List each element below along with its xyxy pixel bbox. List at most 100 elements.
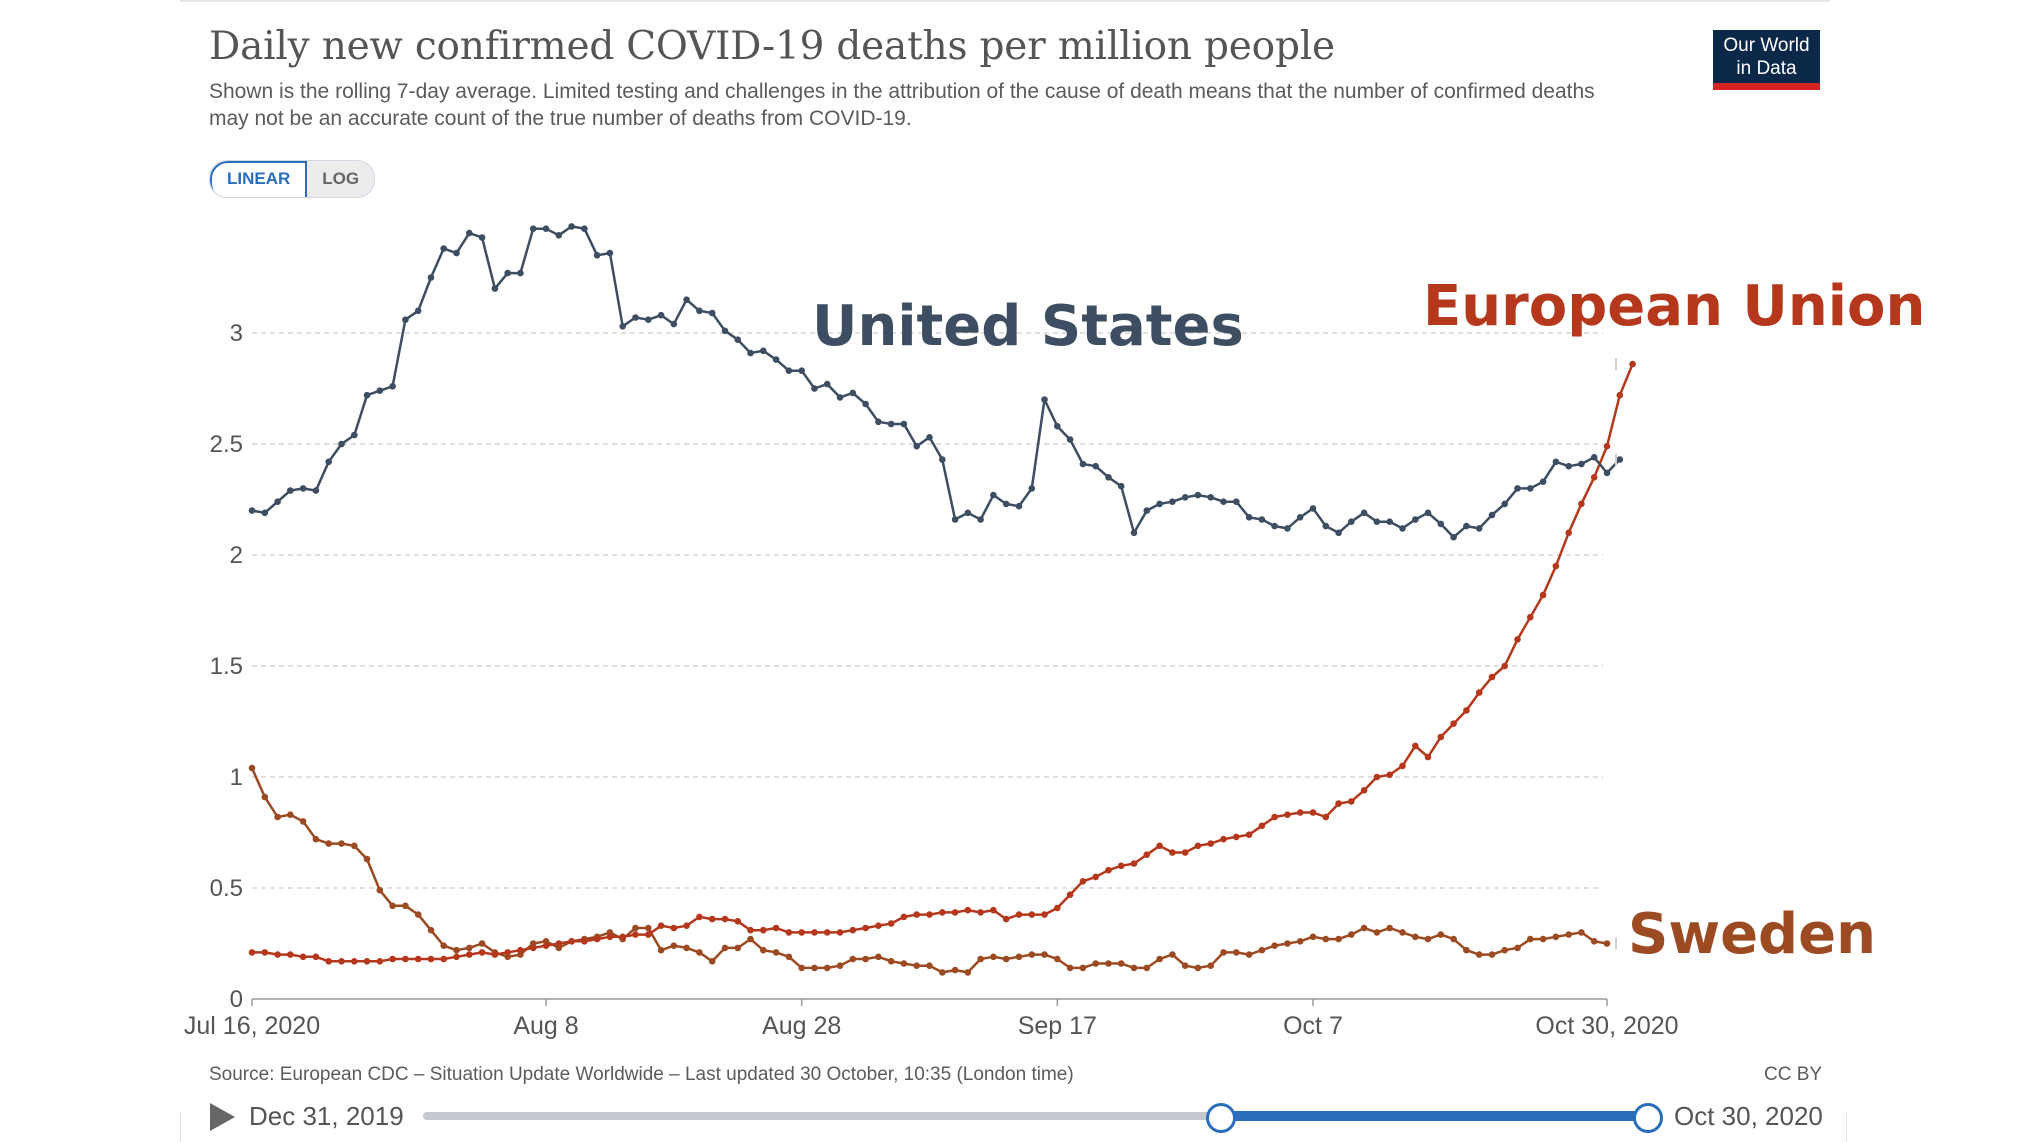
data-point[interactable]	[299, 818, 307, 825]
data-point[interactable]	[900, 913, 908, 921]
data-point[interactable]	[287, 811, 294, 818]
data-point[interactable]	[1514, 485, 1521, 492]
data-point[interactable]	[402, 316, 409, 324]
data-point[interactable]	[453, 946, 460, 954]
data-point[interactable]	[1028, 951, 1036, 958]
data-point[interactable]	[504, 949, 512, 956]
data-point[interactable]	[619, 933, 626, 941]
data-point[interactable]	[1514, 636, 1521, 643]
data-point[interactable]	[1527, 485, 1534, 492]
data-point[interactable]	[951, 966, 959, 974]
data-point[interactable]	[555, 940, 563, 947]
data-point[interactable]	[990, 906, 997, 914]
data-point[interactable]	[619, 323, 626, 330]
data-point[interactable]	[261, 949, 269, 956]
data-point[interactable]	[1284, 940, 1291, 947]
data-point[interactable]	[440, 942, 448, 949]
data-point[interactable]	[1092, 462, 1099, 470]
data-point[interactable]	[1117, 862, 1125, 870]
data-point[interactable]	[772, 356, 780, 363]
data-point[interactable]	[274, 813, 281, 821]
data-point[interactable]	[1501, 946, 1508, 954]
data-point[interactable]	[1079, 964, 1087, 972]
data-point[interactable]	[1552, 933, 1560, 941]
data-point[interactable]	[1258, 516, 1266, 523]
data-point[interactable]	[1488, 673, 1496, 681]
data-point[interactable]	[1514, 944, 1521, 952]
data-point[interactable]	[351, 958, 358, 965]
data-point[interactable]	[1590, 938, 1598, 945]
data-point[interactable]	[581, 225, 588, 232]
data-point[interactable]	[478, 949, 486, 956]
data-point[interactable]	[453, 953, 460, 961]
series-united-states[interactable]	[248, 223, 1624, 541]
data-point[interactable]	[1603, 469, 1611, 477]
data-point[interactable]	[1258, 822, 1266, 830]
data-point[interactable]	[1169, 849, 1176, 856]
data-point[interactable]	[785, 953, 793, 961]
data-point[interactable]	[657, 922, 665, 929]
data-point[interactable]	[811, 385, 818, 392]
data-point[interactable]	[1348, 931, 1355, 938]
data-point[interactable]	[1450, 720, 1457, 727]
data-point[interactable]	[823, 929, 831, 936]
data-point[interactable]	[542, 225, 550, 232]
data-point[interactable]	[1360, 787, 1368, 794]
data-point[interactable]	[1296, 809, 1304, 816]
data-point[interactable]	[1539, 591, 1547, 599]
data-point[interactable]	[1296, 514, 1304, 521]
data-point[interactable]	[1373, 518, 1381, 525]
data-point[interactable]	[1322, 522, 1330, 530]
series-line[interactable]	[250, 767, 1608, 974]
data-point[interactable]	[1233, 949, 1240, 956]
data-point[interactable]	[440, 955, 448, 963]
data-point[interactable]	[1220, 835, 1227, 843]
data-point[interactable]	[1616, 391, 1624, 399]
data-point[interactable]	[836, 394, 844, 401]
data-point[interactable]	[1475, 951, 1483, 958]
data-point[interactable]	[1284, 525, 1291, 532]
data-point[interactable]	[1156, 842, 1163, 850]
data-point[interactable]	[939, 909, 946, 916]
data-point[interactable]	[1450, 935, 1457, 943]
data-point[interactable]	[747, 926, 754, 934]
data-point[interactable]	[606, 249, 614, 257]
data-point[interactable]	[1386, 924, 1393, 932]
data-point[interactable]	[274, 951, 281, 958]
data-point[interactable]	[900, 960, 908, 967]
data-point[interactable]	[683, 944, 690, 952]
data-point[interactable]	[811, 964, 818, 972]
data-point[interactable]	[1194, 491, 1202, 499]
data-point[interactable]	[1233, 498, 1240, 506]
data-point[interactable]	[900, 420, 908, 428]
data-point[interactable]	[862, 955, 869, 963]
data-point[interactable]	[772, 924, 780, 932]
timeline-end-handle[interactable]	[1633, 1103, 1663, 1133]
data-point[interactable]	[1603, 442, 1611, 450]
data-point[interactable]	[887, 920, 895, 927]
data-point[interactable]	[504, 269, 512, 277]
data-point[interactable]	[1501, 662, 1508, 670]
data-point[interactable]	[1156, 500, 1163, 508]
data-point[interactable]	[1028, 911, 1036, 918]
data-point[interactable]	[606, 933, 614, 941]
data-point[interactable]	[1578, 460, 1585, 468]
data-point[interactable]	[1143, 507, 1151, 514]
data-point[interactable]	[977, 955, 984, 963]
data-point[interactable]	[1296, 938, 1304, 945]
data-point[interactable]	[887, 958, 895, 965]
data-point[interactable]	[1271, 942, 1278, 949]
data-point[interactable]	[964, 509, 972, 517]
data-point[interactable]	[1271, 522, 1278, 530]
data-point[interactable]	[453, 249, 460, 257]
license-link[interactable]: CC BY	[1764, 1064, 1823, 1085]
data-point[interactable]	[363, 855, 371, 863]
data-point[interactable]	[414, 307, 422, 315]
data-point[interactable]	[466, 951, 473, 958]
data-point[interactable]	[990, 491, 997, 499]
data-point[interactable]	[1348, 798, 1355, 805]
data-point[interactable]	[363, 958, 371, 965]
data-point[interactable]	[1565, 462, 1572, 470]
data-point[interactable]	[1015, 953, 1023, 961]
data-point[interactable]	[1015, 502, 1023, 510]
